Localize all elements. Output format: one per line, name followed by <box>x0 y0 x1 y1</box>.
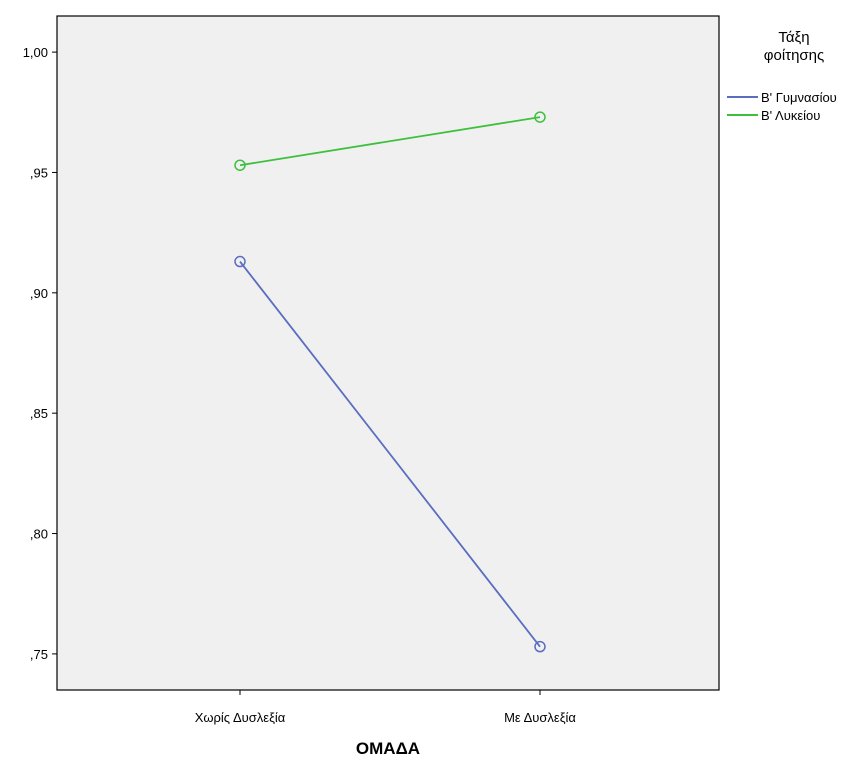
x-tick-label: Με Δυσλεξία <box>504 710 576 725</box>
data-point <box>234 255 246 268</box>
x-axis-title: ΟΜΑΔΑ <box>356 739 420 758</box>
series-line <box>239 260 541 648</box>
series-line <box>239 116 541 167</box>
plot-area <box>56 15 720 691</box>
legend-title: Τάξη <box>778 29 809 46</box>
y-axis: 1,00 ,95 ,90 ,85 ,80 ,75 <box>23 45 57 662</box>
y-tick-label: ,85 <box>30 406 48 421</box>
y-tick-label: 1,00 <box>23 45 48 60</box>
legend-label: Β' Γυμνασίου <box>761 90 837 105</box>
y-tick-label: ,80 <box>30 527 48 542</box>
x-axis: Χωρίς Δυσλεξία Με Δυσλεξία <box>195 690 576 725</box>
data-point <box>534 111 546 123</box>
legend-title: φοίτησης <box>764 47 825 64</box>
y-tick-label: ,95 <box>30 165 48 180</box>
data-point <box>234 159 246 171</box>
legend-label: Β' Λυκείου <box>761 108 820 123</box>
data-point <box>534 640 546 653</box>
x-tick-label: Χωρίς Δυσλεξία <box>195 710 286 725</box>
y-tick-label: ,90 <box>30 286 48 301</box>
series-layer <box>234 111 546 653</box>
y-tick-label: ,75 <box>30 647 48 662</box>
